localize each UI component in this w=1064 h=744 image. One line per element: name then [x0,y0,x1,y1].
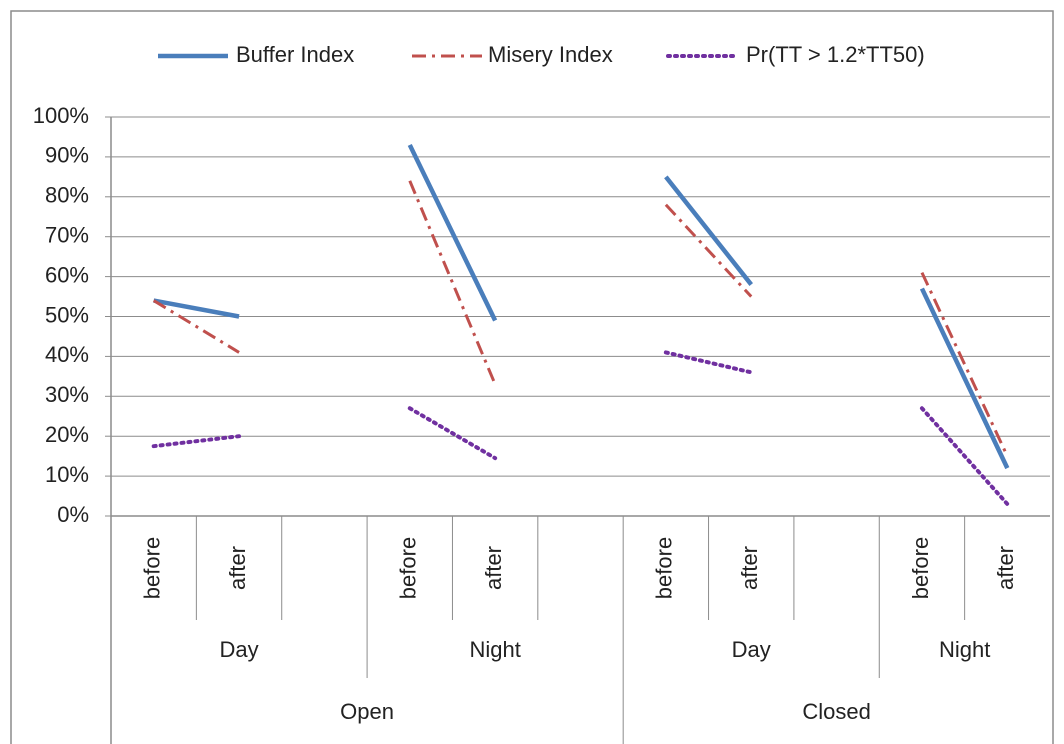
x-tick-label: before [139,537,164,599]
y-tick-label: 20% [45,422,89,447]
y-tick-label: 50% [45,302,89,327]
y-tick-label: 40% [45,342,89,367]
group-label: Day [219,637,258,662]
y-tick-label: 80% [45,183,89,208]
series-line [153,143,1010,470]
y-tick-label: 100% [33,103,89,128]
x-tick-label: after [993,546,1018,590]
x-tick-label: before [652,537,677,599]
x-tick-label: before [908,537,933,599]
series-line [152,180,1009,457]
x-tick-label: after [225,546,250,590]
y-tick-label: 10% [45,462,89,487]
x-tick-label: before [396,537,421,599]
x-tick-label: after [481,546,506,590]
y-tick-label: 30% [45,382,89,407]
y-tick-label: 70% [45,223,89,248]
legend-label: Misery Index [488,42,613,67]
y-tick-label: 60% [45,262,89,287]
group-label: Day [732,637,771,662]
y-tick-label: 0% [57,502,89,527]
group-label: Night [469,637,520,662]
series-line [151,350,1010,507]
chart-frame [10,10,1054,744]
legend-label: Buffer Index [236,42,354,67]
y-tick-label: 90% [45,143,89,168]
outer-group-label: Closed [802,699,870,724]
group-label: Night [939,637,990,662]
outer-group-label: Open [340,699,394,724]
x-tick-label: after [737,546,762,590]
legend-label: Pr(TT > 1.2*TT50) [746,42,925,67]
